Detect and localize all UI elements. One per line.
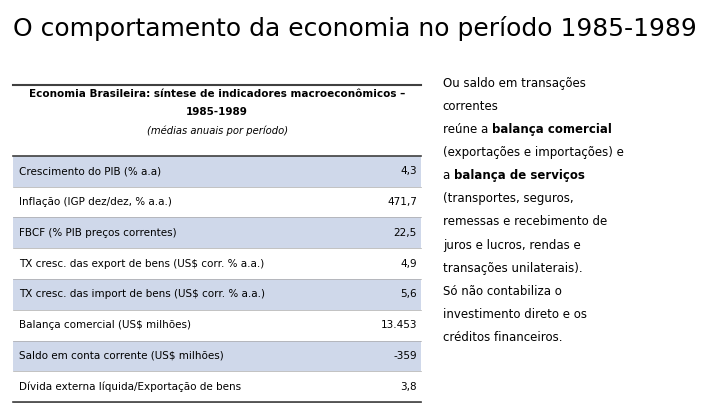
Bar — [13, 156, 421, 187]
Text: O comportamento da economia no período 1985-1989: O comportamento da economia no período 1… — [13, 16, 697, 41]
Text: reúne a: reúne a — [443, 123, 492, 136]
Text: transações unilaterais).: transações unilaterais). — [443, 262, 582, 275]
Text: 4,3: 4,3 — [400, 166, 417, 176]
Text: Balança comercial (US$ milhões): Balança comercial (US$ milhões) — [19, 320, 191, 330]
Bar — [13, 341, 421, 371]
Text: a: a — [443, 169, 454, 182]
Text: juros e lucros, rendas e: juros e lucros, rendas e — [443, 239, 580, 252]
Text: investimento direto e os: investimento direto e os — [443, 308, 587, 321]
Text: 1985-1989: 1985-1989 — [186, 107, 248, 117]
Text: Dívida externa líquida/Exportação de bens: Dívida externa líquida/Exportação de ben… — [19, 382, 241, 392]
Text: 22,5: 22,5 — [394, 228, 417, 238]
Text: 471,7: 471,7 — [387, 197, 417, 207]
Text: TX cresc. das export de bens (US$ corr. % a.a.): TX cresc. das export de bens (US$ corr. … — [19, 259, 264, 269]
Bar — [13, 217, 421, 248]
Text: 3,8: 3,8 — [400, 382, 417, 392]
Text: FBCF (% PIB preços correntes): FBCF (% PIB preços correntes) — [19, 228, 176, 238]
Text: correntes: correntes — [443, 100, 499, 113]
Text: (exportações e importações) e: (exportações e importações) e — [443, 146, 624, 159]
Text: Saldo em conta corrente (US$ milhões): Saldo em conta corrente (US$ milhões) — [19, 351, 223, 361]
Text: Inflação (IGP dez/dez, % a.a.): Inflação (IGP dez/dez, % a.a.) — [19, 197, 171, 207]
Text: -359: -359 — [393, 351, 417, 361]
Text: 13.453: 13.453 — [380, 320, 417, 330]
Text: remessas e recebimento de: remessas e recebimento de — [443, 215, 607, 228]
Text: 4,9: 4,9 — [400, 259, 417, 269]
Text: TX cresc. das import de bens (US$ corr. % a.a.): TX cresc. das import de bens (US$ corr. … — [19, 290, 265, 299]
Text: Crescimento do PIB (% a.a): Crescimento do PIB (% a.a) — [19, 166, 161, 176]
Text: balança comercial: balança comercial — [492, 123, 612, 136]
Text: (transportes, seguros,: (transportes, seguros, — [443, 192, 573, 205]
Bar — [13, 279, 421, 310]
Text: 5,6: 5,6 — [400, 290, 417, 299]
Text: créditos financeiros.: créditos financeiros. — [443, 331, 562, 344]
Text: Economia Brasileira: síntese de indicadores macroeconômicos –: Economia Brasileira: síntese de indicado… — [29, 89, 405, 99]
Text: Ou saldo em transações: Ou saldo em transações — [443, 77, 585, 90]
Text: (médias anuais por período): (médias anuais por período) — [146, 126, 288, 136]
Text: balança de serviços: balança de serviços — [454, 169, 585, 182]
Text: Só não contabiliza o: Só não contabiliza o — [443, 285, 562, 298]
